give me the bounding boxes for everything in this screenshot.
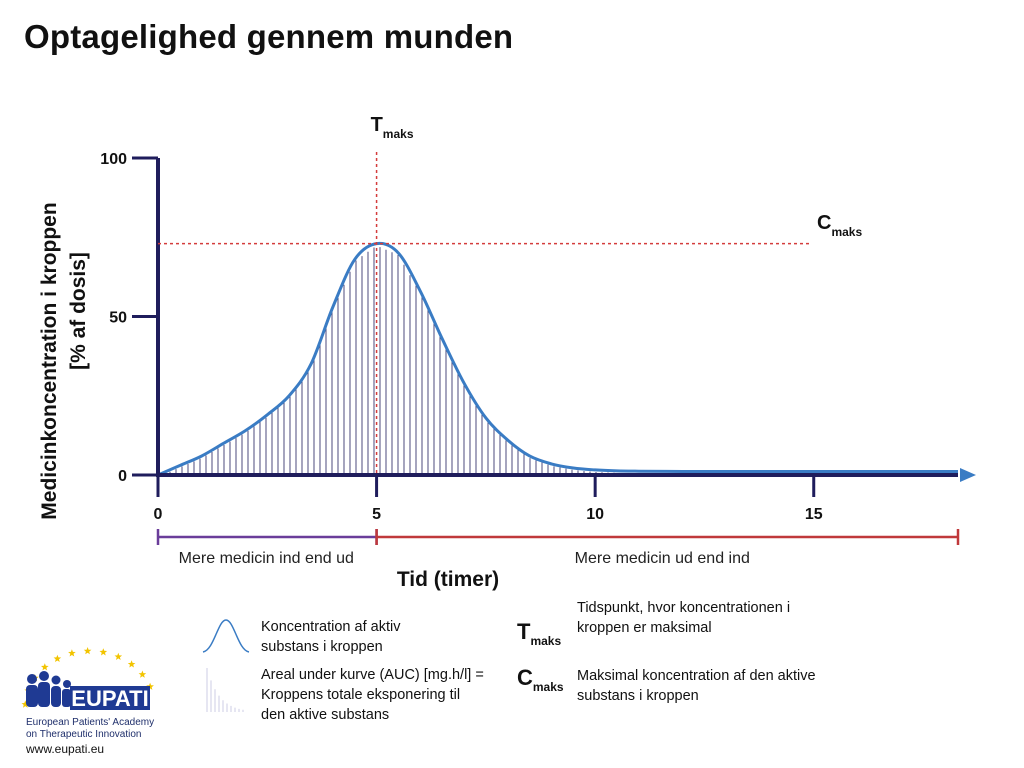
phase-label: Mere medicin ud end ind — [575, 550, 750, 567]
x-axis-label: Tid (timer) — [397, 568, 499, 591]
logo-url: www.eupati.eu — [26, 742, 105, 756]
y-tick-label: 0 — [118, 468, 127, 485]
logo-star-icon — [53, 654, 62, 662]
page-title: Optagelighed gennem munden — [24, 18, 514, 55]
logo-line1: European Patients' Academy — [26, 717, 155, 728]
y-axis-label-line1: Medicinkoncentration i kroppen — [38, 202, 61, 519]
curve-legend-text: Koncentration af aktiv substans i kroppe… — [261, 619, 401, 655]
logo-star-icon — [21, 700, 30, 708]
concentration-curve — [157, 241, 959, 477]
auc-legend-text: Areal under kurve (AUC) [mg.h/l] = Kropp… — [261, 667, 484, 723]
cmax-main: C — [817, 212, 831, 234]
phase-label: Mere medicin ind end ud — [179, 550, 354, 567]
cmax-legend-symbol: Cmaks — [517, 665, 564, 694]
auc-legend-icon — [206, 668, 244, 712]
tmax-main: T — [371, 114, 383, 136]
x-axis-arrow-icon — [960, 468, 976, 482]
logo-star-icon — [138, 670, 147, 678]
cmax-sub: maks — [831, 225, 862, 239]
y-tick-label: 50 — [109, 310, 127, 327]
cmax-label: Cmaks — [817, 212, 862, 239]
x-tick-label: 10 — [586, 506, 604, 523]
logo-star-icon — [146, 682, 154, 690]
logo-people-icon — [26, 671, 71, 707]
y-tick-label: 100 — [100, 151, 127, 168]
cmax-legend-main: C — [517, 665, 533, 690]
tmax-label: Tmaks — [371, 114, 414, 141]
auc-hatch — [163, 247, 615, 475]
y-ticks: 0 50 100 — [100, 151, 158, 485]
phase-brackets: Mere medicin ind end ud Mere medicin ud e… — [156, 529, 960, 567]
x-tick-label: 5 — [372, 506, 381, 523]
x-ticks: 0 5 10 15 — [154, 475, 823, 523]
cmax-legend-text: Maksimal koncentration af den aktive sub… — [577, 668, 816, 704]
logo-name: EUPATI — [71, 686, 148, 711]
eupati-logo: EUPATI — [21, 647, 154, 711]
x-tick-label: 0 — [154, 506, 163, 523]
logo-star-icon — [127, 660, 136, 668]
logo-star-icon — [68, 649, 76, 657]
logo-star-icon — [83, 647, 92, 655]
x-tick-label: 15 — [805, 506, 823, 523]
tmax-legend-text: Tidspunkt, hvor koncentrationen i kroppe… — [577, 600, 791, 636]
logo-star-icon — [99, 648, 108, 656]
logo-line2: on Therapeutic Innovation — [26, 729, 142, 740]
logo-tagline: European Patients' Academy on Therapeuti… — [26, 717, 154, 741]
logo-name-box — [70, 686, 150, 710]
tmax-legend-sub: maks — [530, 634, 562, 648]
logo-star-icon — [114, 652, 123, 660]
tmax-sub: maks — [383, 127, 414, 141]
tmax-legend-main: T — [517, 619, 531, 644]
y-axis-label-line2: [% af dosis] — [67, 252, 90, 370]
curve-legend-icon — [202, 619, 250, 653]
tmax-legend-symbol: Tmaks — [517, 619, 561, 648]
cmax-legend-sub: maks — [532, 680, 564, 694]
logo-star-icon — [41, 663, 49, 671]
